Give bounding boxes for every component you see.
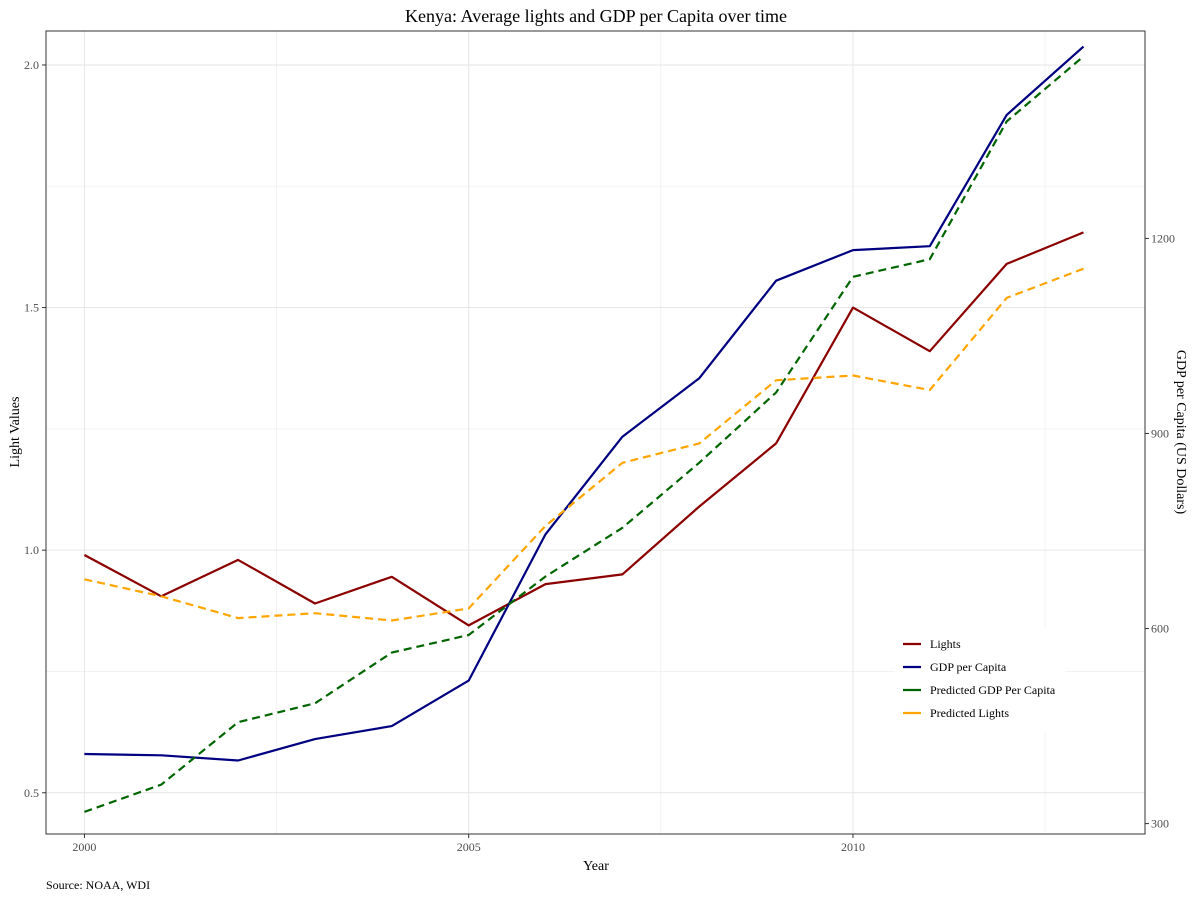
legend-label: Predicted Lights bbox=[930, 706, 1009, 720]
source-caption: Source: NOAA, WDI bbox=[46, 878, 150, 892]
y-axis-right-ticks: 300 600 900 1200 bbox=[1145, 231, 1175, 831]
chart-title: Kenya: Average lights and GDP per Capita… bbox=[405, 6, 787, 26]
y2-tick-label: 300 bbox=[1151, 817, 1169, 831]
y-axis-right-title: GDP per Capita (US Dollars) bbox=[1173, 350, 1188, 515]
plot-panel-border bbox=[45, 30, 1146, 835]
legend-label: Lights bbox=[930, 637, 961, 651]
y-tick-label: 1.5 bbox=[24, 301, 39, 315]
legend: Lights GDP per Capita Predicted GDP Per Ca… bbox=[895, 627, 1065, 733]
series-line-lights bbox=[83, 231, 1084, 627]
series-lines bbox=[83, 45, 1085, 813]
y2-tick-label: 600 bbox=[1151, 622, 1169, 636]
x-tick-label: 2000 bbox=[72, 840, 96, 854]
series-line-predicted-gdp-per-capita bbox=[84, 55, 1085, 813]
y-tick-label: 2.0 bbox=[24, 58, 39, 72]
x-axis-ticks: 2000 2005 2010 bbox=[72, 834, 865, 854]
x-tick-label: 2005 bbox=[457, 840, 481, 854]
series-line-predicted-lights bbox=[84, 267, 1084, 622]
x-tick-label: 2010 bbox=[841, 840, 865, 854]
x-axis-title: Year bbox=[583, 859, 609, 874]
series-line-gdp-per-capita bbox=[84, 45, 1085, 762]
y2-tick-label: 900 bbox=[1151, 426, 1169, 440]
legend-label: GDP per Capita bbox=[930, 660, 1007, 674]
y2-tick-label: 1200 bbox=[1151, 231, 1175, 245]
grid bbox=[46, 31, 1145, 834]
y-tick-label: 1.0 bbox=[24, 543, 39, 557]
legend-label: Predicted GDP Per Capita bbox=[930, 683, 1056, 697]
legend-background bbox=[895, 627, 1065, 733]
y-axis-left-ticks: 0.5 1.0 1.5 2.0 bbox=[24, 58, 46, 800]
y-tick-label: 0.5 bbox=[24, 786, 39, 800]
y-axis-left-title: Light Values bbox=[8, 397, 23, 468]
